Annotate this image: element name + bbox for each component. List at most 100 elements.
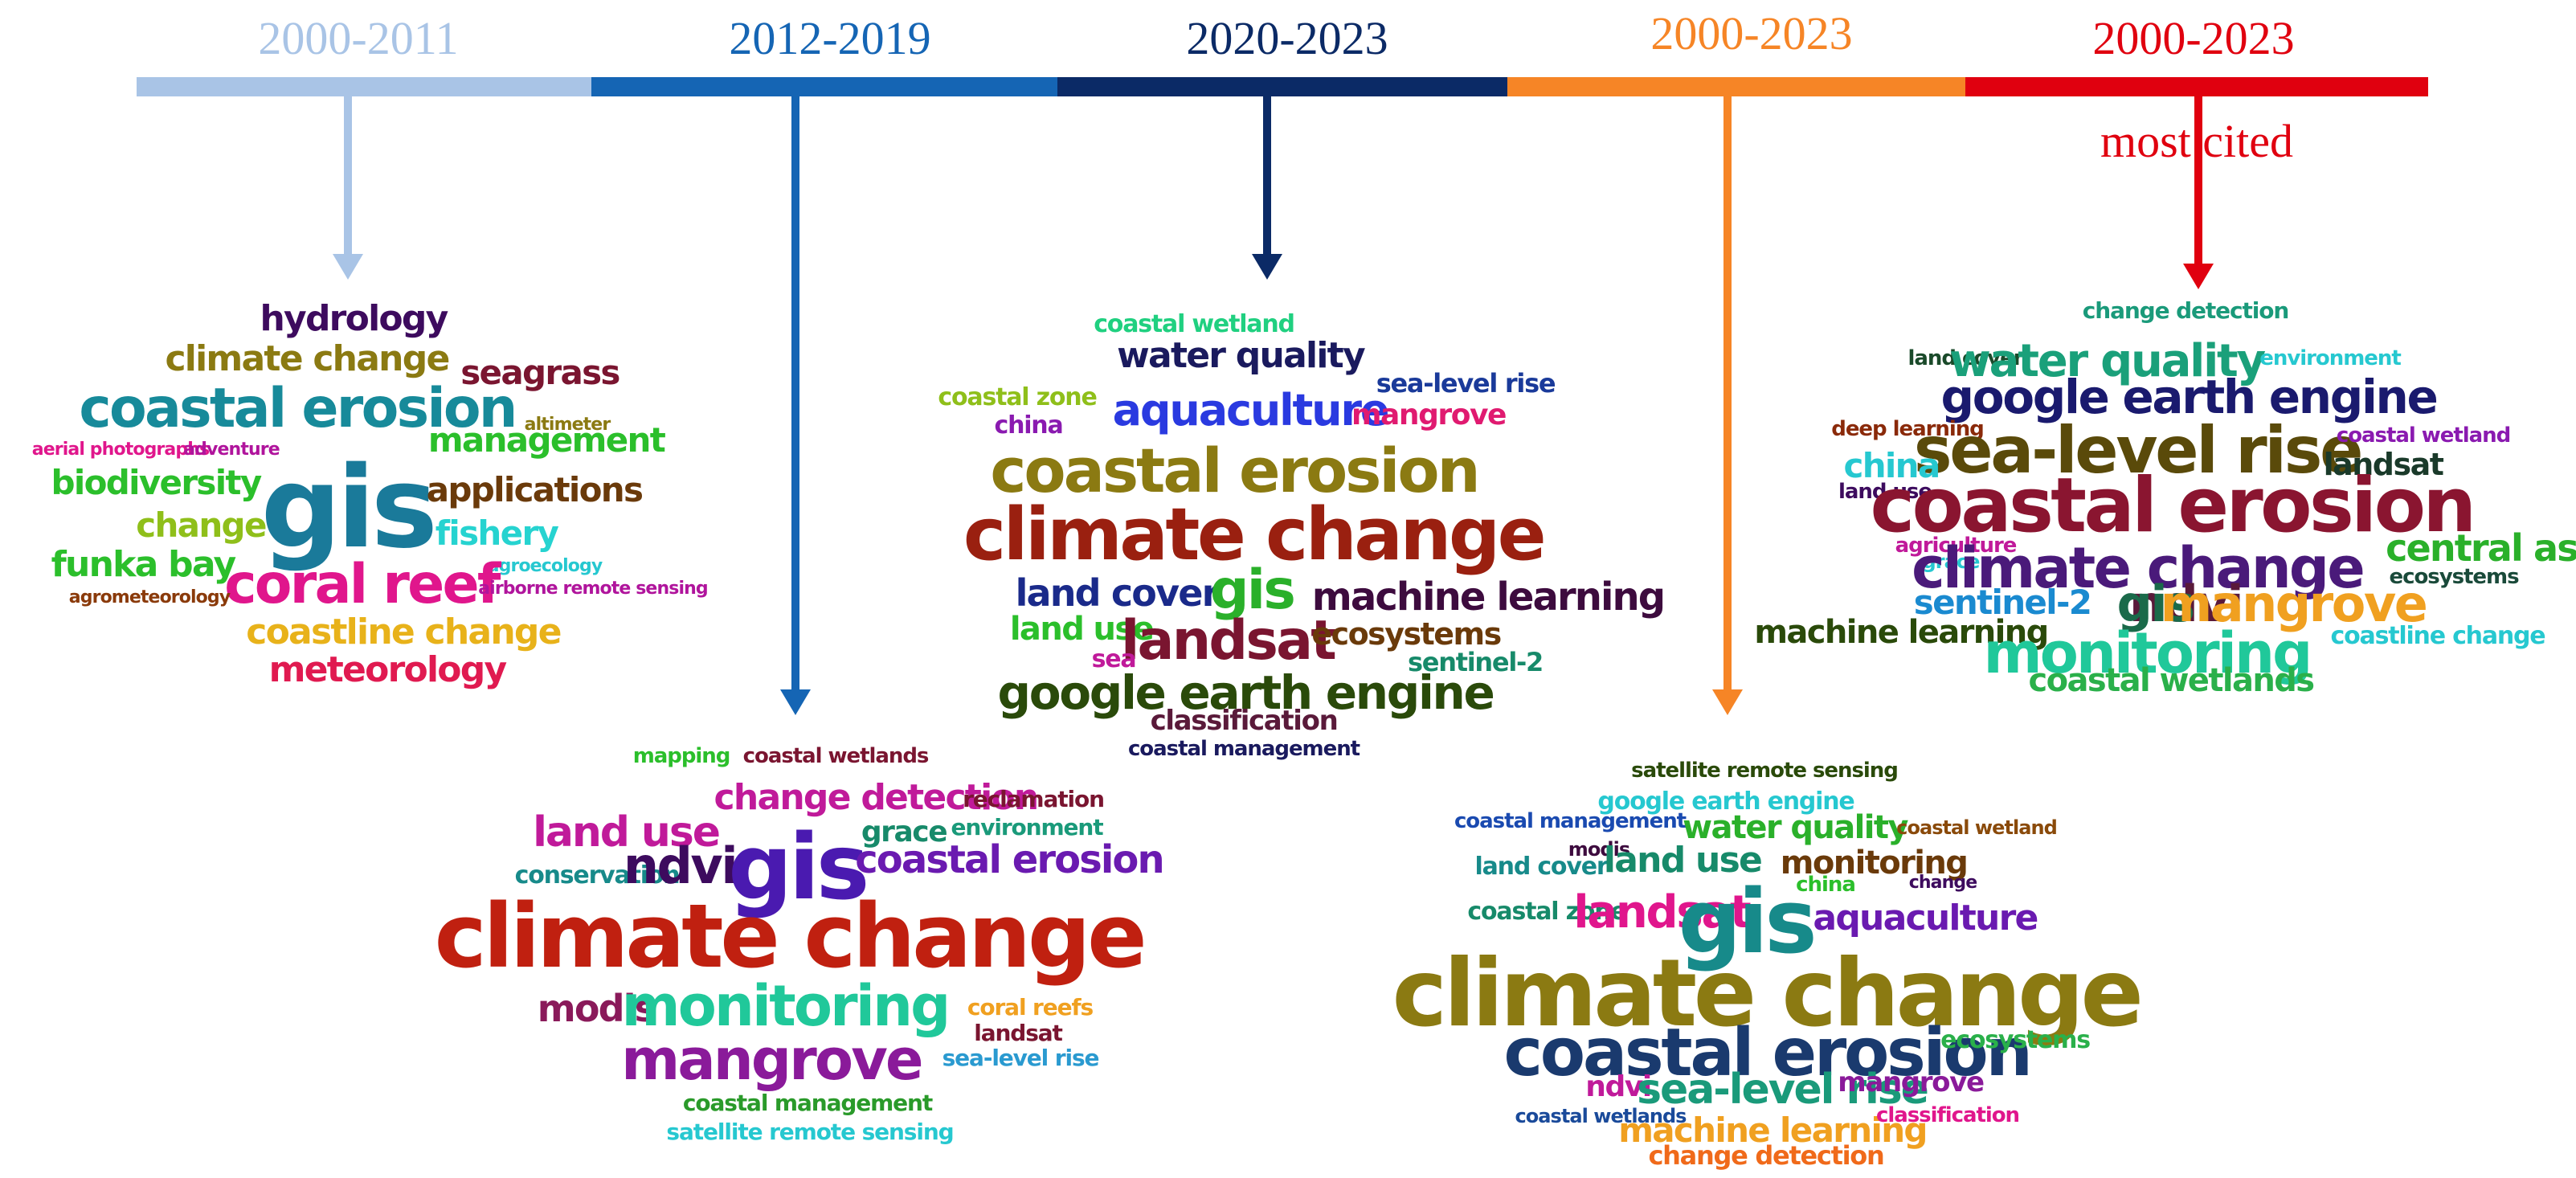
cloud-word: ndvi [1585,1070,1652,1103]
cloud-word: google earth engine [1597,787,1854,816]
cloud-word: change [136,505,267,545]
cloud-word: sentinel-2 [1913,583,2092,622]
cloud-word: sea-level rise [1637,1066,1929,1114]
period-label-2000-2023-all: 2000-2023 [1650,7,1853,59]
cloud-word: conservation [514,861,681,890]
cloud-word: funka bay [51,544,237,585]
cloud-word: machine learning [1754,614,2049,651]
cloud-word: climate change [1392,939,2145,1048]
cloud-word: ndvi [623,836,738,895]
cloud-word: coastal management [1127,737,1360,761]
timeline-segment-2000-2023-all [1507,77,1965,96]
cloud-word: ecosystems [1311,616,1502,652]
cloud-word: mangrove [1351,399,1507,432]
cloud-word: water quality [1949,335,2266,387]
cloud-word: adventure [183,440,280,460]
cloud-word: modis [537,987,656,1030]
cloud-word: change detection [1648,1140,1884,1171]
cloud-word: monitoring [1983,620,2313,686]
cloud-word: mangrove [621,1027,923,1093]
cloud-word: machine learning [1311,575,1666,620]
cloud-word: china [1796,873,1856,897]
cloud-word: land use [1603,840,1763,881]
cloud-word: mangrove [1838,1066,1985,1098]
cloud-word: biodiversity [51,463,262,502]
cloud-word: applications [426,470,644,509]
connector-2000-2011 [344,96,352,256]
cloud-word: reclamation [963,786,1105,812]
cloud-word: land use [1009,611,1155,648]
timeline-segment-2012-2019 [591,77,1057,96]
cloud-word: coastal wetland [1896,816,2058,839]
cloud-word: climate change [434,885,1147,988]
cloud-word: gis [2116,575,2195,633]
cloud-word: coastline change [2330,622,2546,650]
cloud-word: gis [728,816,869,920]
cloud-word: coastal wetlands [2028,662,2316,699]
cloud-word: coastal wetland [2336,423,2511,448]
arrow-head-2000-2023-all [1712,689,1743,715]
cloud-word: google earth engine [997,665,1494,720]
cloud-word: climate change [963,493,1547,577]
cloud-word: management [427,420,666,460]
cloud-word: ecosystems [2389,565,2519,589]
cloud-word: sea-level rise [942,1045,1100,1071]
cloud-word: landsat [1573,886,1751,939]
cloud-word: coastal wetlands [1515,1105,1687,1127]
cloud-word: sea-level rise [1376,368,1556,399]
arrow-head-2000-2011 [333,254,363,280]
cloud-word: china [994,411,1063,440]
cloud-word: coastal management [682,1090,933,1116]
cloud-word: agriculture [1895,534,2018,558]
cloud-word: machine learning [1618,1111,1928,1150]
cloud-word: sentinel-2 [1408,647,1544,677]
cloud-word: climate change [165,338,450,379]
connector-2000-2023-most-cited [2194,96,2202,265]
connector-2020-2023 [1263,96,1271,256]
cloud-word: satellite remote sensing [1631,759,1899,783]
cloud-word: central asia [2386,526,2576,570]
cloud-word: landsat [974,1020,1063,1046]
cloud-word: grace [861,816,948,849]
cloud-word: gis [260,443,438,574]
timeline-segment-2000-2023-most-cited [1965,77,2428,96]
cloud-word: coastal erosion [79,377,517,440]
cloud-word: coastal wetlands [742,744,930,768]
cloud-word: aquaculture [1813,898,2038,939]
cloud-word: ndvi [2128,575,2244,633]
cloud-word: coastal erosion [990,435,1480,506]
cloud-word: coastal wetland [1094,310,1295,338]
cloud-word: classification [1875,1103,2020,1127]
cloud-word: land use [533,808,721,857]
cloud-word: mangrove [2160,575,2428,633]
cloud-word: gis [1209,558,1296,622]
cloud-word: fishery [435,513,559,553]
cloud-word: land cover [1015,571,1221,615]
cloud-word: grace [1922,550,1981,573]
period-label-2020-2023: 2020-2023 [1186,12,1388,64]
cloud-word: ecosystems [1940,1026,2091,1054]
cloud-word: change detection [2082,297,2290,324]
timeline-segment-2000-2011 [137,77,591,96]
cloud-word: airborne remote sensing [478,579,708,599]
cloud-word: agroecology [487,556,603,576]
cloud-word: land cover [1474,853,1609,881]
cloud-word: land cover [1907,346,2024,370]
cloud-word: landsat [1120,609,1337,673]
cloud-word: modis [1568,838,1630,861]
cloud-word: hydrology [260,298,448,339]
cloud-word: coastal zone [938,383,1097,411]
cloud-word: deep learning [1831,417,1985,441]
cloud-word: agrometeorology [68,587,231,607]
most-cited-note: most cited [2100,115,2294,167]
cloud-word: seagrass [460,353,620,392]
arrow-head-2000-2023-most-cited [2183,264,2214,289]
cloud-word: mapping [632,744,731,768]
cloud-word: landsat [2323,447,2444,482]
cloud-word: coastal erosion [1503,1015,2032,1091]
